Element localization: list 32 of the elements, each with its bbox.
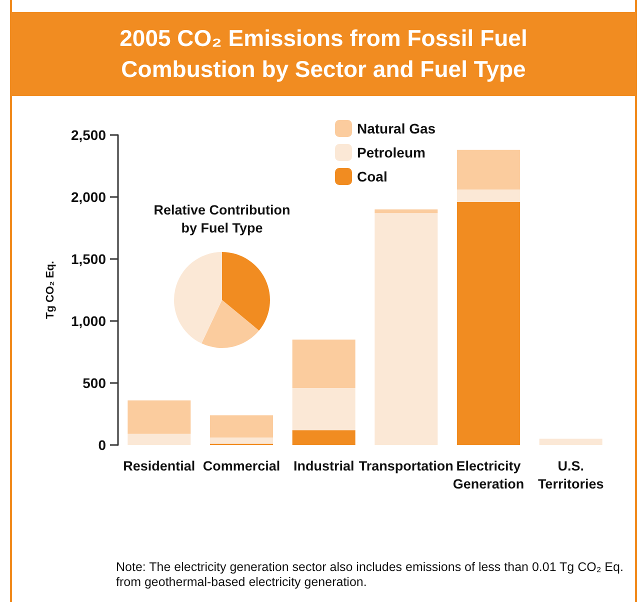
bar (457, 190, 520, 202)
x-tick-label: Industrial (293, 458, 354, 474)
x-tick-label: Residential (123, 458, 196, 474)
bar (292, 430, 356, 445)
x-tick-label: Transportation (358, 458, 454, 474)
legend-label: Natural Gas (357, 120, 436, 136)
bar (457, 150, 520, 190)
chart-title: Relative Contribution by Fuel Type (154, 202, 290, 236)
y-tick-label: 1,500 (70, 251, 106, 267)
y-tick-label: 1,000 (70, 313, 106, 329)
y-tick-label: 500 (82, 375, 106, 391)
legend-label: Petroleum (357, 144, 426, 160)
bar (292, 388, 356, 430)
bar (210, 415, 273, 438)
bar (457, 202, 520, 445)
text: Note: The electricity generation sector also includes emissions of less than 0.01 Tg CO₂ Eq. from geothermal-based electricity generation. (116, 560, 624, 590)
legend-label: Coal (357, 168, 388, 184)
bar (128, 400, 191, 434)
chart-title: 2005 CO₂ Emissions from Fossil Fuel Combustion by Sector and Fuel Type (118, 24, 528, 84)
x-tick-label: Electricity Generation (452, 458, 524, 492)
x-tick-label: U.S. Territories (538, 458, 604, 492)
y-tick-label: 0 (98, 437, 106, 453)
bar (374, 213, 438, 445)
bar (539, 438, 602, 445)
y-tick-label: 2,000 (70, 189, 106, 205)
bar (292, 340, 356, 388)
x-tick-label: Commercial (202, 458, 280, 474)
bar (374, 209, 438, 214)
bar (210, 438, 273, 444)
y-axis-title: Tg CO₂ Eq. (44, 260, 56, 320)
bar (128, 434, 191, 445)
y-tick-label: 2,500 (70, 127, 106, 143)
